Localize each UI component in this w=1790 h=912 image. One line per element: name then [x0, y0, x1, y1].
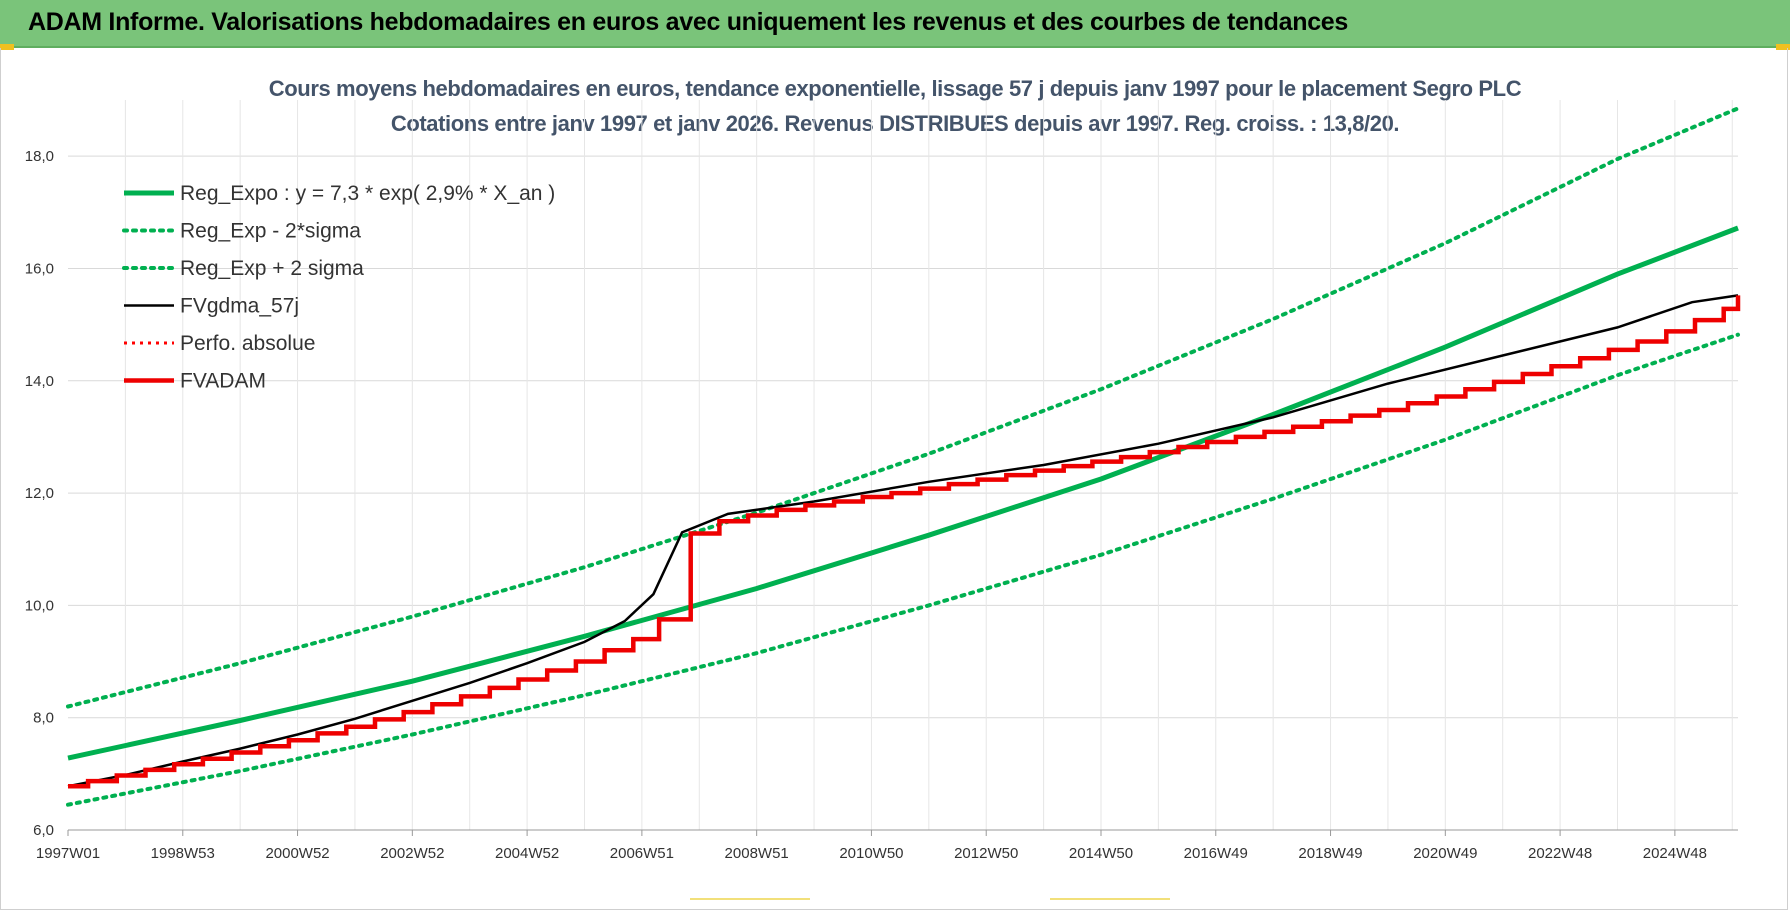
legend-label: Reg_Exp - 2*sigma [180, 220, 361, 243]
series-line-2 [66, 106, 1740, 709]
y-tick-label: 16,0 [25, 260, 54, 277]
series-line-5 [68, 295, 1741, 789]
chart-title: Cours moyens hebdomadaires en euros, ten… [268, 76, 1522, 101]
corner-mark-left [0, 44, 14, 50]
x-tick-label: 2008W51 [725, 845, 789, 862]
y-tick-label: 8,0 [33, 710, 54, 727]
chart-subtitle: Cotations entre janv 1997 et janv 2026. … [390, 111, 1400, 136]
series-line-1 [66, 332, 1740, 807]
x-tick-label: 2006W51 [610, 845, 674, 862]
x-tick-label: 2022W48 [1528, 845, 1592, 862]
y-tick-label: 12,0 [25, 485, 54, 502]
legend-label: Perfo. absolue [180, 332, 315, 355]
legend-label: FVgdma_57j [180, 295, 299, 318]
y-tick-label: 6,0 [33, 822, 54, 839]
x-tick-label: 2018W49 [1298, 845, 1362, 862]
legend-label: FVADAM [180, 370, 266, 393]
x-tick-label: 1998W53 [151, 845, 215, 862]
y-tick-label: 14,0 [25, 373, 54, 390]
corner-mark-right [1776, 44, 1790, 50]
grid-layer [68, 100, 1738, 831]
x-tick-label: 2012W50 [954, 845, 1018, 862]
axis-layer: 6,0 8,0 10,0 12,0 14,0 16,0 18,0 1997W01 1998W53… [25, 148, 1738, 862]
header-bar: ADAM Informe. Valorisations hebdomadaire… [0, 0, 1790, 48]
series-line-3 [67, 294, 1739, 788]
y-tick-label: 10,0 [25, 597, 54, 614]
x-tick-label: 2016W49 [1184, 845, 1248, 862]
series-layer [66, 106, 1741, 807]
x-tick-label: 2024W48 [1643, 845, 1707, 862]
x-tick-label: 2004W52 [495, 845, 559, 862]
x-tick-label: 2010W50 [839, 845, 903, 862]
y-tick-label: 18,0 [25, 148, 54, 165]
legend-label: Reg_Exp + 2 sigma [180, 257, 364, 280]
x-tick-label: 2014W50 [1069, 845, 1133, 862]
bottom-mark-right [1050, 898, 1170, 900]
series-line-0 [67, 225, 1739, 761]
bottom-mark-left [690, 898, 810, 900]
header-title: ADAM Informe. Valorisations hebdomadaire… [28, 8, 1349, 36]
x-tick-label: 2002W52 [380, 845, 444, 862]
x-tick-label: 2020W49 [1413, 845, 1477, 862]
chart-frame [0, 48, 1788, 910]
x-tick-label: 2000W52 [265, 845, 329, 862]
chart-legend: Reg_Expo : y = 7,3 * exp( 2,9% * X_an ) R… [122, 182, 555, 393]
x-tick-label: 1997W01 [36, 845, 100, 862]
legend-label: Reg_Expo : y = 7,3 * exp( 2,9% * X_an ) [180, 182, 555, 205]
